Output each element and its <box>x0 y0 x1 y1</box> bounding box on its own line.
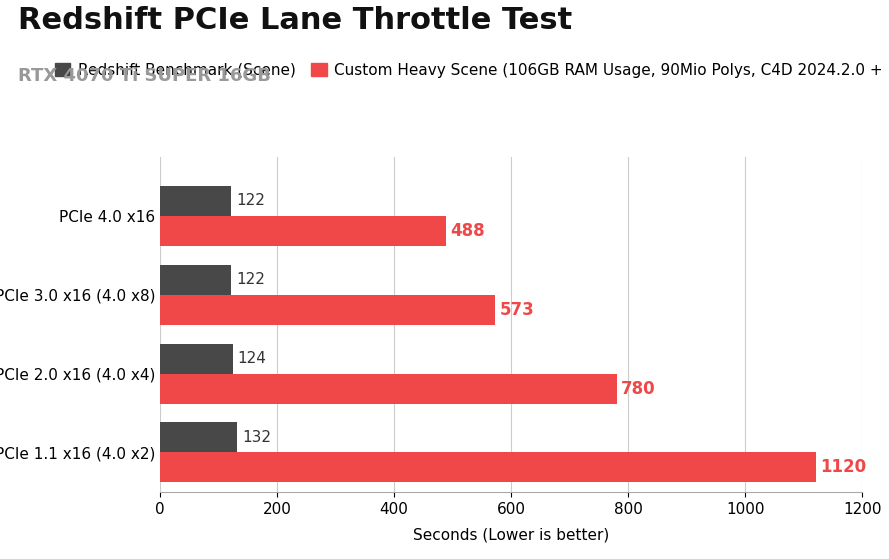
Bar <box>160 186 231 216</box>
Text: Redshift PCIe Lane Throttle Test: Redshift PCIe Lane Throttle Test <box>18 6 572 35</box>
Text: 124: 124 <box>237 351 266 366</box>
Text: 1120: 1120 <box>821 458 866 476</box>
Text: 122: 122 <box>236 193 265 208</box>
X-axis label: Seconds (Lower is better): Seconds (Lower is better) <box>413 528 609 543</box>
Text: 122: 122 <box>236 272 265 287</box>
Bar <box>160 452 815 482</box>
Bar <box>160 344 233 373</box>
Bar <box>160 216 445 246</box>
Legend: Redshift Benchmark (Scene), Custom Heavy Scene (106GB RAM Usage, 90Mio Polys, C4: Redshift Benchmark (Scene), Custom Heavy… <box>49 57 889 84</box>
Text: 573: 573 <box>500 301 535 319</box>
Bar <box>160 264 231 295</box>
Bar <box>160 295 495 325</box>
Text: 780: 780 <box>621 380 656 397</box>
Text: 132: 132 <box>242 430 271 445</box>
Text: RTX 4070 Ti SUPER 16GB: RTX 4070 Ti SUPER 16GB <box>18 67 270 85</box>
Bar <box>160 423 237 452</box>
Bar <box>160 373 617 404</box>
Text: 488: 488 <box>451 222 485 240</box>
